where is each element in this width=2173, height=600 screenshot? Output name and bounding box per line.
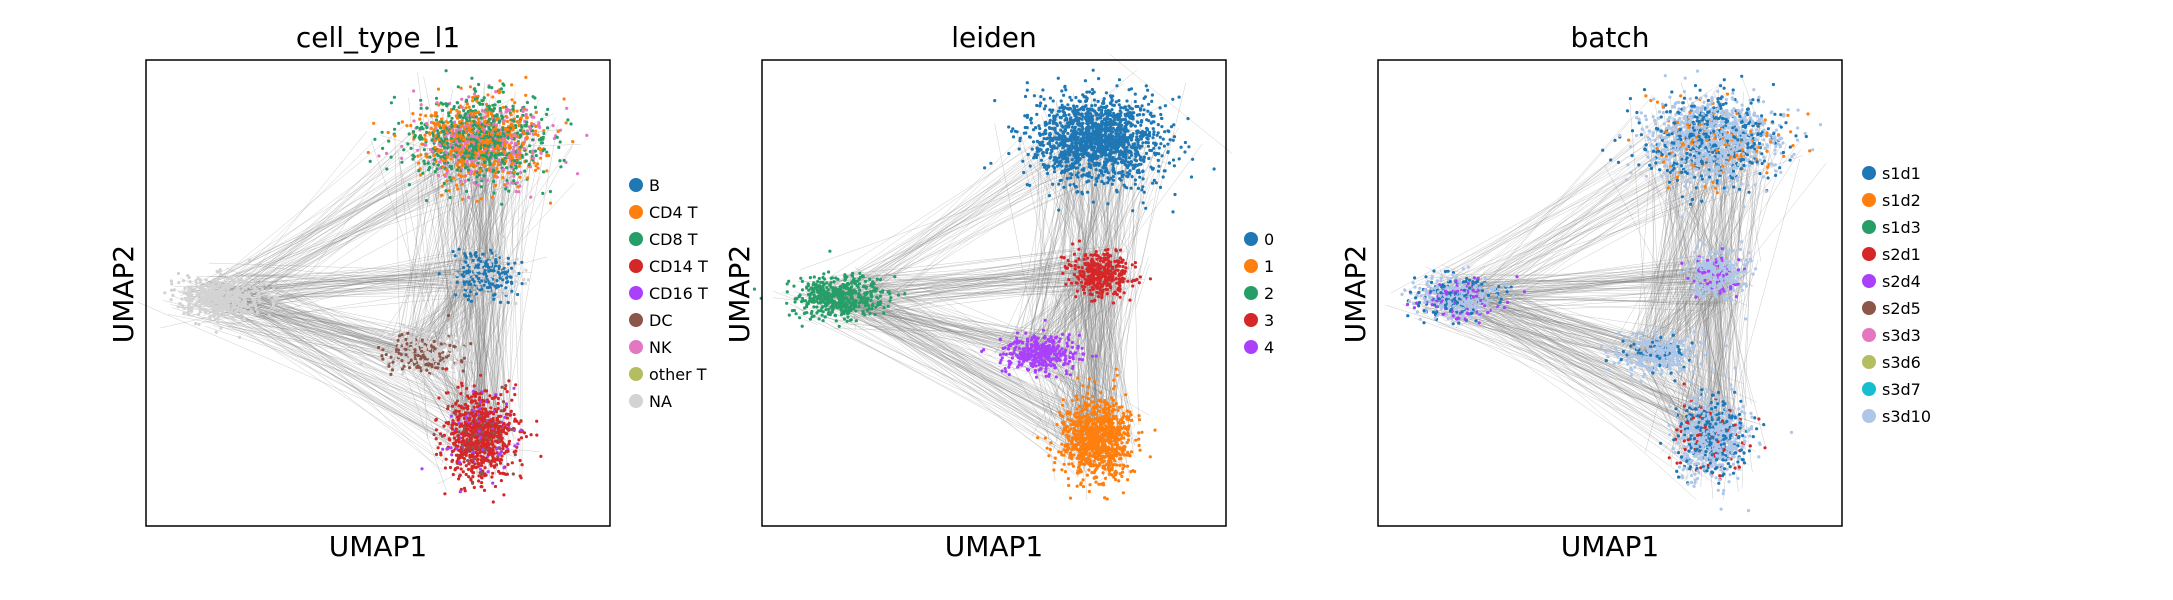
legend-marker bbox=[1862, 409, 1876, 423]
legend-marker bbox=[1862, 166, 1876, 180]
legend-marker bbox=[1862, 193, 1876, 207]
legend: B CD4 T CD8 T CD14 T CD16 T DC NK other T NA bbox=[629, 176, 708, 411]
legend-item: s1d2 bbox=[1862, 191, 1921, 210]
legend-marker bbox=[1244, 232, 1258, 246]
legend-item: s1d3 bbox=[1862, 218, 1921, 237]
x-axis-label: UMAP1 bbox=[1561, 530, 1660, 563]
plot-frame bbox=[145, 59, 611, 527]
legend-marker bbox=[629, 178, 643, 192]
cell-points bbox=[752, 68, 1216, 501]
plot-frame bbox=[761, 59, 1227, 527]
legend-item: s1d1 bbox=[1862, 164, 1921, 183]
legend-marker bbox=[1244, 286, 1258, 300]
legend-label: s3d7 bbox=[1882, 380, 1921, 399]
legend-label: NA bbox=[649, 392, 672, 411]
legend-label: 2 bbox=[1264, 284, 1274, 303]
legend-marker bbox=[1862, 301, 1876, 315]
legend-label: s3d10 bbox=[1882, 407, 1931, 426]
legend-label: CD14 T bbox=[649, 257, 708, 276]
legend-item: s3d7 bbox=[1862, 380, 1921, 399]
legend-marker bbox=[1244, 313, 1258, 327]
legend-marker bbox=[1244, 340, 1258, 354]
legend-label: 4 bbox=[1264, 338, 1274, 357]
legend-item: s3d6 bbox=[1862, 353, 1921, 372]
plot-area bbox=[137, 69, 589, 504]
legend-marker bbox=[629, 232, 643, 246]
legend-label: s3d6 bbox=[1882, 353, 1921, 372]
legend-item: 0 bbox=[1244, 230, 1274, 249]
plot-frame bbox=[1377, 59, 1843, 527]
legend: s1d1 s1d2 s1d3 s2d1 s2d4 s2d5 s3d3 s3d6 s3d7 s3d1… bbox=[1862, 164, 1931, 426]
legend-marker bbox=[1862, 355, 1876, 369]
panel-batch: batch UMAP1 UMAP2 s1d1 s1d2 s1d3 s2d1 s2d4 s2… bbox=[1339, 21, 1931, 563]
legend-marker bbox=[1862, 328, 1876, 342]
panel-title: cell_type_l1 bbox=[296, 21, 460, 54]
legend-marker bbox=[1862, 382, 1876, 396]
legend-label: DC bbox=[649, 311, 673, 330]
legend-label: s1d1 bbox=[1882, 164, 1921, 183]
y-axis-label: UMAP2 bbox=[723, 245, 756, 344]
legend-label: s2d5 bbox=[1882, 299, 1921, 318]
plot-area bbox=[752, 53, 1233, 501]
legend-label: B bbox=[649, 176, 660, 195]
legend-marker bbox=[629, 340, 643, 354]
legend-label: s2d1 bbox=[1882, 245, 1921, 264]
x-axis-label: UMAP1 bbox=[329, 530, 428, 563]
legend-item: s2d1 bbox=[1862, 245, 1921, 264]
legend-marker bbox=[1244, 259, 1258, 273]
legend-item: CD8 T bbox=[629, 230, 698, 249]
legend-item: CD14 T bbox=[629, 257, 708, 276]
legend-label: NK bbox=[649, 338, 672, 357]
legend-item: CD4 T bbox=[629, 203, 698, 222]
legend-marker bbox=[629, 367, 643, 381]
legend-item: 4 bbox=[1244, 338, 1274, 357]
legend-marker bbox=[629, 313, 643, 327]
legend-marker bbox=[629, 394, 643, 408]
legend-marker bbox=[629, 259, 643, 273]
legend-label: CD4 T bbox=[649, 203, 698, 222]
legend: 0 1 2 3 4 bbox=[1244, 230, 1274, 357]
legend-item: s3d10 bbox=[1862, 407, 1931, 426]
legend-item: 1 bbox=[1244, 257, 1274, 276]
legend-item: B bbox=[629, 176, 660, 195]
legend-item: DC bbox=[629, 311, 673, 330]
legend-item: 2 bbox=[1244, 284, 1274, 303]
legend-item: other T bbox=[629, 365, 707, 384]
legend-label: 3 bbox=[1264, 311, 1274, 330]
legend-item: s2d5 bbox=[1862, 299, 1921, 318]
panel-leiden: leiden UMAP1 UMAP2 0 1 2 3 4 bbox=[723, 21, 1274, 563]
legend-label: CD8 T bbox=[649, 230, 698, 249]
legend-label: s1d3 bbox=[1882, 218, 1921, 237]
legend-item: 3 bbox=[1244, 311, 1274, 330]
panel-cell-type: cell_type_l1 UMAP1 UMAP2 B CD4 T CD8 T CD14… bbox=[107, 21, 708, 563]
legend-label: other T bbox=[649, 365, 707, 384]
legend-label: 0 bbox=[1264, 230, 1274, 249]
legend-item: s2d4 bbox=[1862, 272, 1921, 291]
panel-title: leiden bbox=[951, 21, 1037, 54]
legend-item: CD16 T bbox=[629, 284, 708, 303]
x-axis-label: UMAP1 bbox=[945, 530, 1044, 563]
y-axis-label: UMAP2 bbox=[107, 245, 140, 344]
cell-points bbox=[1400, 69, 1823, 513]
legend-label: s2d4 bbox=[1882, 272, 1921, 291]
legend-marker bbox=[629, 205, 643, 219]
legend-label: 1 bbox=[1264, 257, 1274, 276]
legend-item: NA bbox=[629, 392, 672, 411]
legend-marker bbox=[629, 286, 643, 300]
legend-label: s3d3 bbox=[1882, 326, 1921, 345]
legend-item: s3d3 bbox=[1862, 326, 1921, 345]
legend-label: CD16 T bbox=[649, 284, 708, 303]
legend-label: s1d2 bbox=[1882, 191, 1921, 210]
panel-title: batch bbox=[1570, 21, 1649, 54]
y-axis-label: UMAP2 bbox=[1339, 245, 1372, 344]
legend-marker bbox=[1862, 274, 1876, 288]
cell-points bbox=[163, 69, 589, 504]
legend-marker bbox=[1862, 247, 1876, 261]
plot-area bbox=[1385, 69, 1827, 513]
legend-item: NK bbox=[629, 338, 672, 357]
legend-marker bbox=[1862, 220, 1876, 234]
